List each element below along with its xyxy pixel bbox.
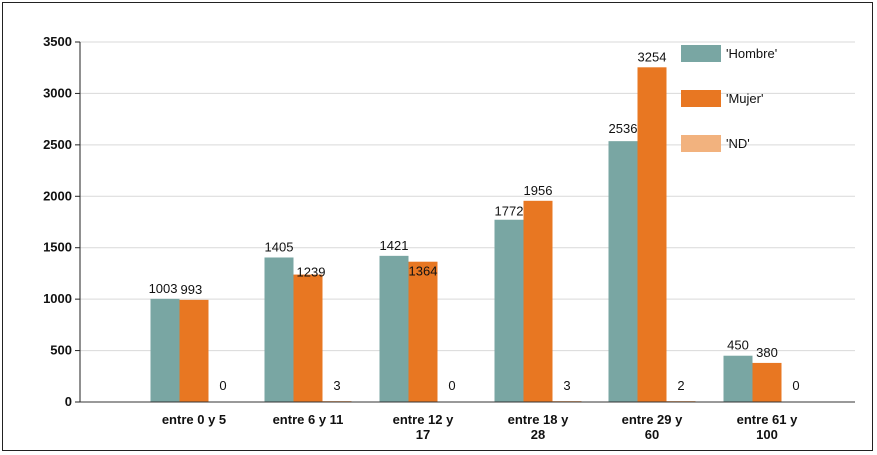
x-tick-label: entre 12 y bbox=[393, 412, 454, 427]
y-tick-label: 3000 bbox=[43, 85, 72, 100]
bar-0-5 bbox=[723, 355, 753, 402]
y-tick-label: 3500 bbox=[43, 34, 72, 49]
legend-swatch bbox=[681, 90, 721, 107]
data-label: 450 bbox=[727, 338, 749, 353]
bar-0-4 bbox=[608, 141, 638, 402]
data-label: 0 bbox=[219, 378, 226, 393]
y-tick-label: 1500 bbox=[43, 240, 72, 255]
y-axis: 0 500 1000 1500 2000 2500 3000 3500 bbox=[43, 34, 81, 409]
x-tick-label: 28 bbox=[531, 427, 545, 442]
x-tick-label: entre 29 y bbox=[622, 412, 683, 427]
data-label: 1421 bbox=[380, 238, 409, 253]
x-tick-label: 17 bbox=[416, 427, 430, 442]
bar-0-1 bbox=[264, 257, 294, 402]
data-label: 1772 bbox=[495, 204, 524, 219]
x-tick-label: 100 bbox=[756, 427, 778, 442]
x-axis: entre 0 y 5 entre 6 y 11 entre 12 y17 entre… bbox=[80, 401, 855, 442]
bar-0-3 bbox=[494, 219, 524, 402]
data-label: 1364 bbox=[409, 264, 438, 279]
data-label: 3254 bbox=[638, 49, 667, 64]
x-tick-label: 60 bbox=[645, 427, 659, 442]
legend-swatch bbox=[681, 45, 721, 62]
data-label: 2536 bbox=[609, 121, 638, 136]
data-label: 993 bbox=[181, 282, 203, 297]
data-label: 380 bbox=[756, 345, 778, 360]
y-tick-label: 0 bbox=[65, 394, 72, 409]
bar-1-4 bbox=[637, 67, 667, 402]
legend-label: 'ND' bbox=[726, 136, 750, 151]
legend-label: 'Hombre' bbox=[726, 46, 777, 61]
data-label: 0 bbox=[792, 378, 799, 393]
bar-0-2 bbox=[379, 255, 409, 402]
bar-1-5 bbox=[752, 362, 782, 402]
data-label: 0 bbox=[448, 378, 455, 393]
y-tick-label: 500 bbox=[50, 343, 72, 358]
data-label: 2 bbox=[677, 378, 684, 393]
x-tick-label: entre 18 y bbox=[508, 412, 569, 427]
bar-1-1 bbox=[293, 274, 323, 402]
legend-label: 'Mujer' bbox=[726, 91, 763, 106]
data-label: 3 bbox=[563, 378, 570, 393]
y-tick-label: 2000 bbox=[43, 188, 72, 203]
bar-1-0 bbox=[179, 299, 209, 402]
data-label: 1405 bbox=[265, 239, 294, 254]
data-label: 1239 bbox=[297, 265, 326, 280]
x-tick-label: entre 0 y 5 bbox=[162, 412, 226, 427]
x-tick-label: entre 6 y 11 bbox=[273, 412, 344, 427]
legend-swatch bbox=[681, 135, 721, 152]
legend: 'Hombre' 'Mujer' 'ND' bbox=[681, 45, 777, 152]
y-tick-label: 2500 bbox=[43, 137, 72, 152]
x-tick-label: entre 61 y bbox=[737, 412, 798, 427]
bars bbox=[150, 67, 782, 402]
y-tick-label: 1000 bbox=[43, 291, 72, 306]
bar-0-0 bbox=[150, 298, 180, 402]
data-label: 1956 bbox=[524, 183, 553, 198]
bar-1-2 bbox=[408, 261, 438, 402]
data-label: 3 bbox=[333, 378, 340, 393]
data-label: 1003 bbox=[149, 281, 178, 296]
bar-1-3 bbox=[523, 200, 553, 402]
